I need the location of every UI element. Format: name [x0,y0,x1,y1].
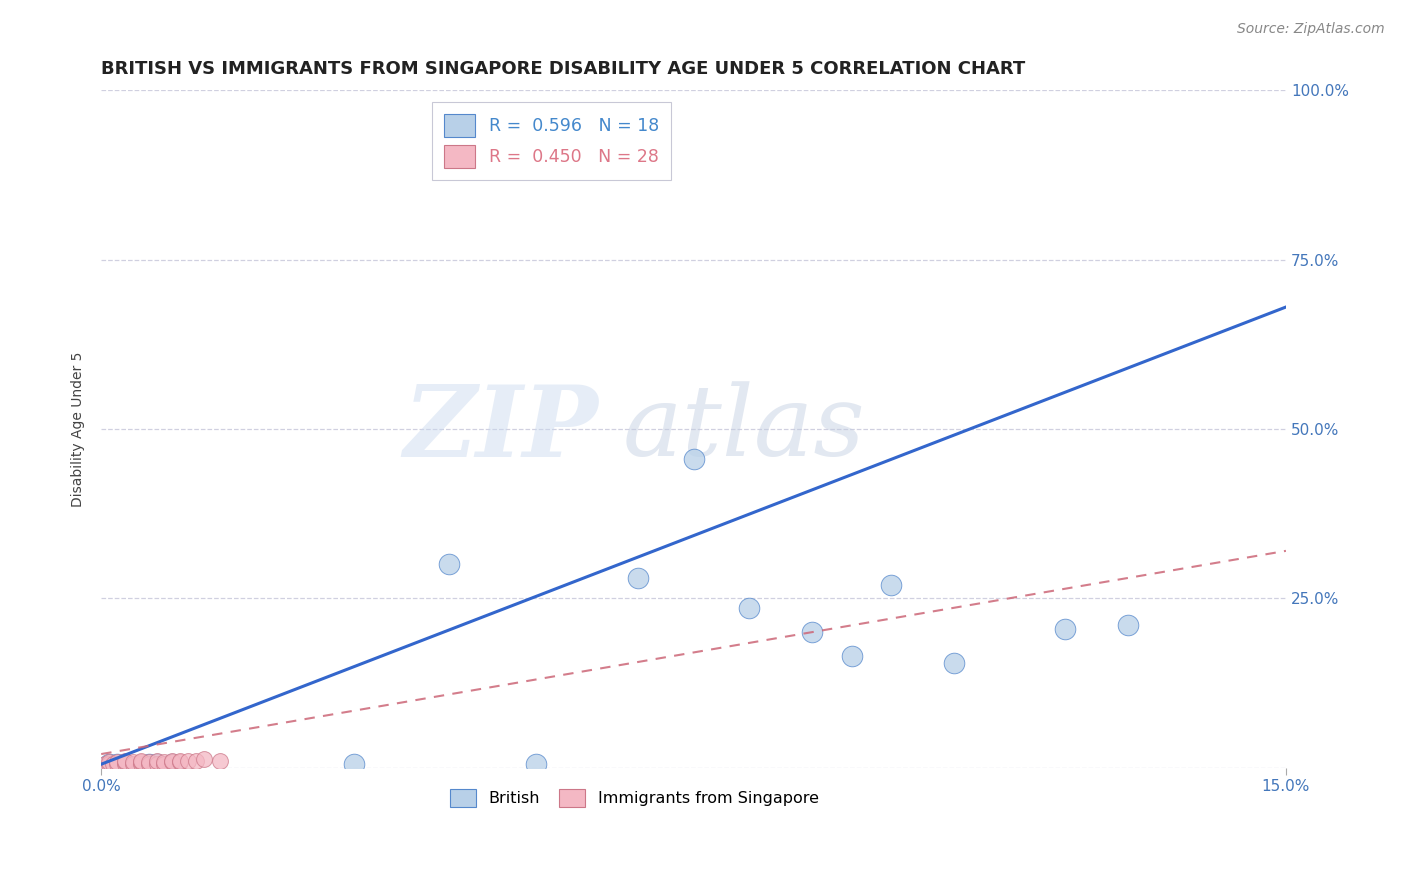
Point [162,755,184,769]
Point [98,757,121,772]
Point [121,755,143,769]
Point [1053,622,1076,636]
Point [145,757,167,772]
Point [841,648,863,663]
Point [129,755,152,769]
Point [98,755,121,769]
Point [208,754,231,768]
Point [105,757,128,772]
Point [114,755,136,769]
Point [801,625,824,640]
Y-axis label: Disability Age Under 5: Disability Age Under 5 [72,351,86,507]
Point [943,656,966,670]
Point [129,757,152,772]
Text: BRITISH VS IMMIGRANTS FROM SINGAPORE DISABILITY AGE UNDER 5 CORRELATION CHART: BRITISH VS IMMIGRANTS FROM SINGAPORE DIS… [101,60,1025,78]
Point [177,754,200,768]
Point [153,755,176,769]
Point [138,757,160,772]
Point [138,755,160,769]
Point [121,757,143,772]
Point [169,755,191,769]
Point [1116,618,1139,632]
Text: atlas: atlas [623,381,865,476]
Point [682,452,704,467]
Point [94,757,117,772]
Point [98,757,121,772]
Point [738,601,761,615]
Point [162,754,184,768]
Point [129,754,152,768]
Point [880,578,903,592]
Point [145,754,167,768]
Text: Source: ZipAtlas.com: Source: ZipAtlas.com [1237,22,1385,37]
Point [105,755,128,769]
Point [114,757,136,772]
Point [193,752,215,766]
Point [101,757,124,772]
Point [153,757,176,772]
Legend: British, Immigrants from Singapore: British, Immigrants from Singapore [444,782,825,814]
Text: ZIP: ZIP [404,381,599,477]
Point [169,754,191,768]
Point [105,757,128,772]
Point [114,757,136,772]
Point [524,757,547,772]
Point [114,754,136,768]
Point [343,757,366,772]
Point [145,757,167,772]
Point [184,754,207,768]
Point [437,558,460,572]
Point [162,757,184,772]
Point [627,571,650,585]
Point [138,757,160,772]
